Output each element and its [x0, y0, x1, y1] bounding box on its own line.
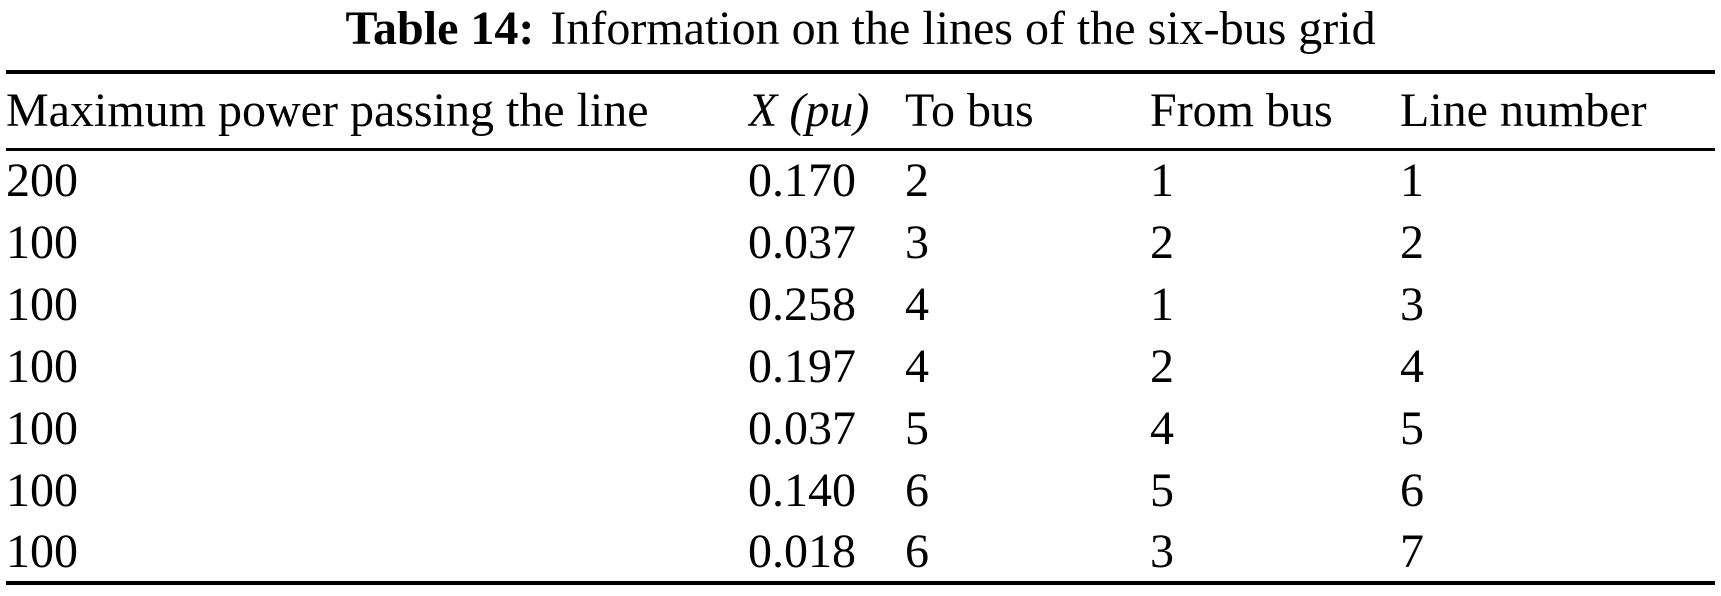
- cell-x-pu: 0.037: [748, 401, 856, 455]
- cell-line-number: 1: [1400, 154, 1424, 208]
- table-row: 100 0.140 6 5 6: [6, 459, 1715, 521]
- table-row: 100 0.197 4 2 4: [6, 335, 1715, 397]
- cell-line-number: 3: [1400, 277, 1424, 331]
- cell-max-power: 100: [6, 401, 78, 455]
- table-row: 100 0.037 5 4 5: [6, 397, 1715, 459]
- table-caption-title: Information on the lines of the six-bus …: [550, 2, 1376, 55]
- cell-to-bus: 4: [905, 339, 929, 393]
- table-body: 200 0.170 2 1 1 100 0.037 3 2 2 100 0.25…: [6, 149, 1715, 583]
- cell-x-pu: 0.197: [748, 339, 856, 393]
- cell-line-number: 6: [1400, 463, 1424, 517]
- cell-line-number: 7: [1400, 524, 1424, 578]
- cell-line-number: 5: [1400, 401, 1424, 455]
- cell-max-power: 100: [6, 463, 78, 517]
- table-row: 100 0.018 6 3 7: [6, 521, 1715, 583]
- cell-from-bus: 1: [1150, 154, 1174, 208]
- cell-x-pu: 0.140: [748, 463, 856, 517]
- table-row: 200 0.170 2 1 1: [6, 149, 1715, 211]
- header-to-bus: To bus: [905, 72, 1150, 151]
- cell-max-power: 100: [6, 277, 78, 331]
- cell-to-bus: 3: [905, 215, 929, 269]
- cell-max-power: 100: [6, 339, 78, 393]
- header-from-bus: From bus: [1150, 72, 1400, 151]
- header-x-unit: (pu): [789, 84, 870, 138]
- header-line-number: Line number: [1400, 72, 1715, 151]
- cell-max-power: 200: [6, 154, 78, 208]
- cell-to-bus: 6: [905, 463, 929, 517]
- cell-from-bus: 5: [1150, 463, 1174, 517]
- header-row: Maximum power passing the line X (pu) To…: [6, 72, 1715, 151]
- cell-to-bus: 5: [905, 401, 929, 455]
- cell-from-bus: 1: [1150, 277, 1174, 331]
- cell-from-bus: 2: [1150, 215, 1174, 269]
- cell-line-number: 2: [1400, 215, 1424, 269]
- table-header: Maximum power passing the line X (pu) To…: [6, 72, 1715, 151]
- table-row: 100 0.258 4 1 3: [6, 273, 1715, 335]
- table-caption-label: Table 14:: [345, 2, 535, 55]
- cell-x-pu: 0.037: [748, 215, 856, 269]
- cell-to-bus: 6: [905, 524, 929, 578]
- cell-from-bus: 2: [1150, 339, 1174, 393]
- cell-from-bus: 3: [1150, 524, 1174, 578]
- cell-max-power: 100: [6, 215, 78, 269]
- cell-x-pu: 0.258: [748, 277, 856, 331]
- cell-x-pu: 0.170: [748, 154, 856, 208]
- cell-line-number: 4: [1400, 339, 1424, 393]
- cell-x-pu: 0.018: [748, 524, 856, 578]
- header-max-power: Maximum power passing the line: [6, 72, 748, 151]
- table-row: 100 0.037 3 2 2: [6, 211, 1715, 273]
- table-caption: Table 14: Information on the lines of the…: [0, 0, 1721, 58]
- cell-from-bus: 4: [1150, 401, 1174, 455]
- lines-info-table: Maximum power passing the line X (pu) To…: [6, 70, 1715, 585]
- cell-to-bus: 2: [905, 154, 929, 208]
- cell-to-bus: 4: [905, 277, 929, 331]
- cell-max-power: 100: [6, 524, 78, 578]
- header-x-symbol: X: [748, 84, 778, 138]
- header-x-pu: X (pu): [748, 72, 905, 151]
